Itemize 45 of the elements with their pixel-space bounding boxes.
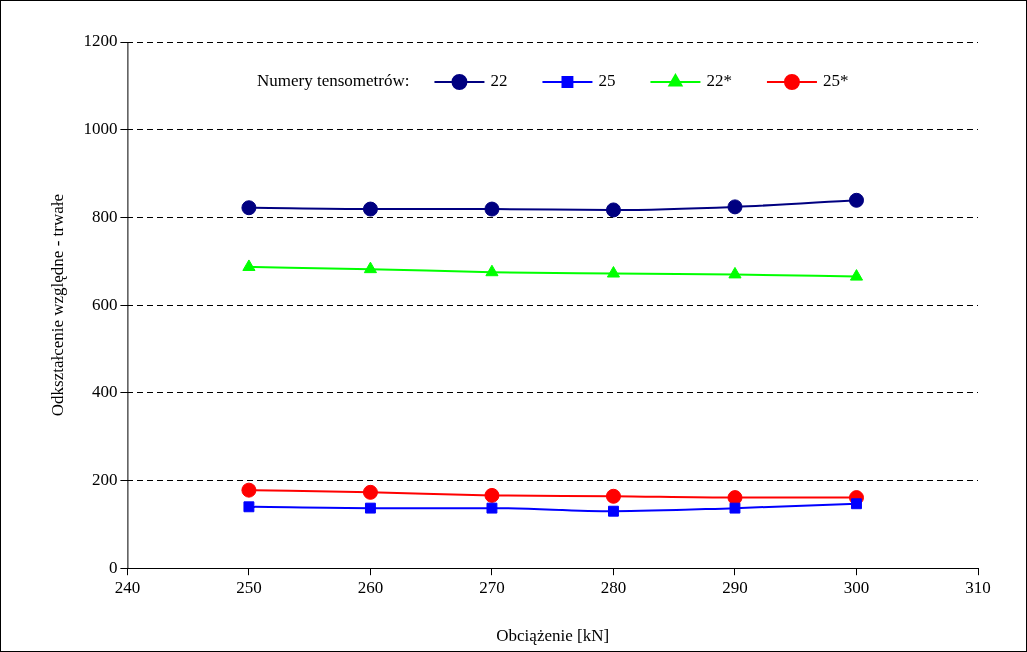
legend-title: Numery tensometrów: [256,71,410,91]
y-tick-label: 1200 [83,31,118,51]
point [727,490,743,506]
x-tick-label: 290 [722,577,748,597]
point [363,261,377,274]
point [729,502,741,514]
x-tick-label: 270 [479,577,505,597]
point [362,201,378,217]
x-tick-label: 250 [236,577,262,597]
point [606,266,621,278]
legend-label: 25 [598,71,616,91]
point [484,487,500,503]
point [851,498,862,510]
y-tick-label: 0 [108,557,118,577]
y-tick-label: 400 [91,382,118,402]
point [605,488,621,504]
legend-label: 22* [706,71,732,91]
point [608,505,619,517]
point [362,484,378,500]
point [848,192,864,208]
y-tick-label: 800 [91,206,118,226]
x-tick-label: 300 [843,577,870,597]
y-tick-label: 600 [91,294,118,314]
point [484,201,500,217]
point [728,266,742,279]
point [486,502,498,514]
x-tick-label: 280 [600,577,627,597]
x-tick-label: 240 [114,577,141,597]
point [727,199,743,215]
point [243,501,255,513]
y-tick-label: 1000 [83,119,118,139]
x-tick-label: 310 [965,577,991,597]
legend-label: 22 [490,71,508,91]
x-tick-label: 260 [357,577,384,597]
point [605,202,621,218]
point [241,482,257,498]
y-tick-label: 200 [91,469,118,489]
point [242,259,256,271]
point [241,200,257,216]
point [364,502,376,514]
legend-label: 25* [822,71,849,91]
point [849,269,864,281]
point [485,264,499,277]
y-axis-title: Odkształcenie względne - trwałe [47,193,67,417]
x-axis-title: Obciążenie [kN] [496,626,610,646]
